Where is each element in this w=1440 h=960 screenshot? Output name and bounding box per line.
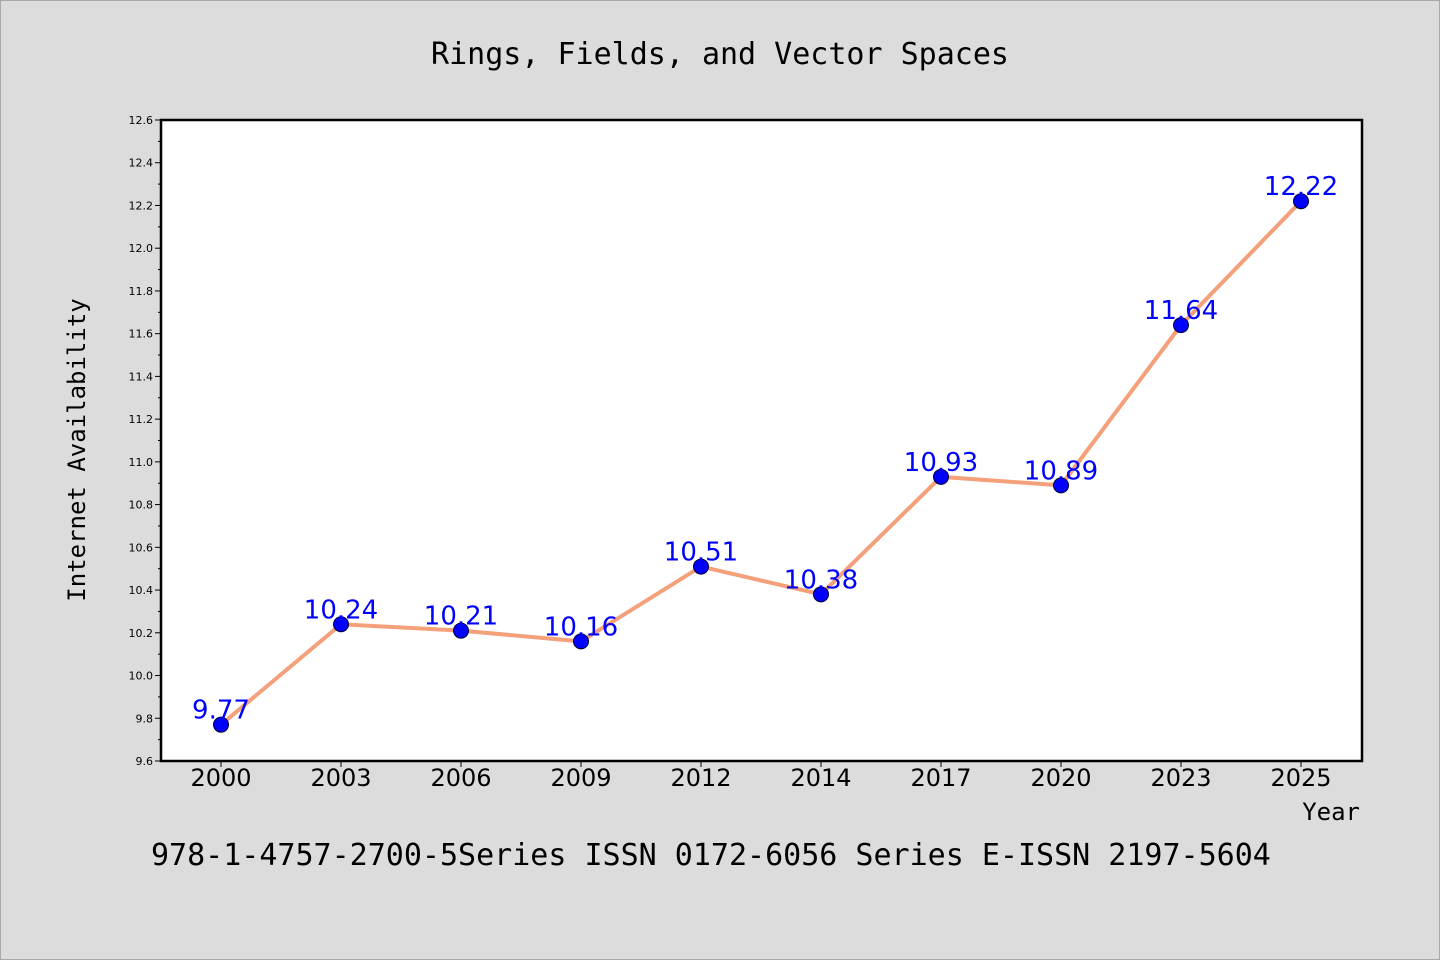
y-tick-label: 9.8 [136, 712, 154, 725]
y-tick-label: 12.4 [129, 157, 154, 170]
y-tick-label: 12.2 [129, 199, 154, 212]
data-label: 10.21 [424, 602, 498, 632]
data-point [813, 586, 829, 603]
data-label: 12.22 [1264, 172, 1338, 202]
x-tick-label: 2000 [190, 764, 251, 792]
y-tick-label: 12.6 [129, 114, 154, 127]
data-label: 11.64 [1144, 296, 1218, 326]
x-tick-label: 2025 [1270, 764, 1331, 792]
y-tick-label: 11.0 [129, 456, 154, 469]
x-tick-label: 2006 [430, 764, 491, 792]
y-axis: 9.6 9.8 10.0 10.2 10.4 10.6 10.8 11.0 11.2 11.4 11… [129, 114, 161, 768]
y-tick-label: 12.0 [129, 242, 154, 255]
x-tick-label: 2023 [1150, 764, 1211, 792]
data-label: 10.24 [304, 595, 378, 625]
x-tick-label: 2014 [790, 764, 851, 792]
y-tick-label: 11.4 [129, 370, 154, 383]
y-tick-label: 10.0 [129, 670, 154, 683]
y-tick-label: 11.6 [129, 328, 154, 341]
data-point [573, 633, 589, 650]
plot-area [159, 118, 1364, 763]
y-tick-label: 9.6 [136, 755, 154, 768]
x-axis: 2000 2003 2006 2009 2012 2014 2017 2020 2023 2025 [190, 761, 1332, 792]
data-point [1293, 193, 1309, 210]
series-line [219, 199, 1303, 727]
x-tick-label: 2017 [910, 764, 971, 792]
data-point [453, 622, 469, 639]
data-label: 9.77 [192, 696, 250, 726]
data-point [1173, 317, 1189, 334]
x-tick-label: 2012 [670, 764, 731, 792]
data-label: 10.16 [544, 612, 618, 642]
y-tick-label: 11.2 [129, 413, 154, 426]
series-line-group: 9.77 10.24 10.21 10.16 10.51 10.38 10.93 10.89 1… [192, 172, 1338, 733]
x-tick-label: 2003 [310, 764, 371, 792]
y-axis-label: Internet Availability [63, 298, 91, 601]
x-tick-label: 2020 [1030, 764, 1091, 792]
data-label: 10.93 [904, 448, 978, 478]
x-tick-label: 2009 [550, 764, 611, 792]
data-point [333, 616, 349, 633]
y-tick-label: 10.2 [129, 627, 154, 640]
footer-isbn: 978-1-4757-2700-5Series ISSN 0172-6056 S… [151, 838, 1271, 873]
data-label: 10.38 [784, 565, 858, 595]
x-axis-label: Year [1302, 798, 1360, 826]
data-point [1053, 477, 1069, 494]
y-tick-label: 11.8 [129, 285, 154, 298]
data-point [693, 558, 709, 575]
y-tick-label: 10.6 [129, 541, 154, 554]
data-label: 10.89 [1024, 456, 1098, 486]
data-label: 10.51 [664, 538, 738, 568]
data-point [213, 716, 229, 733]
chart-title: Rings, Fields, and Vector Spaces [431, 37, 1009, 72]
y-tick-label: 10.4 [129, 584, 154, 597]
y-tick-label: 10.8 [129, 499, 154, 512]
data-point [933, 468, 949, 485]
